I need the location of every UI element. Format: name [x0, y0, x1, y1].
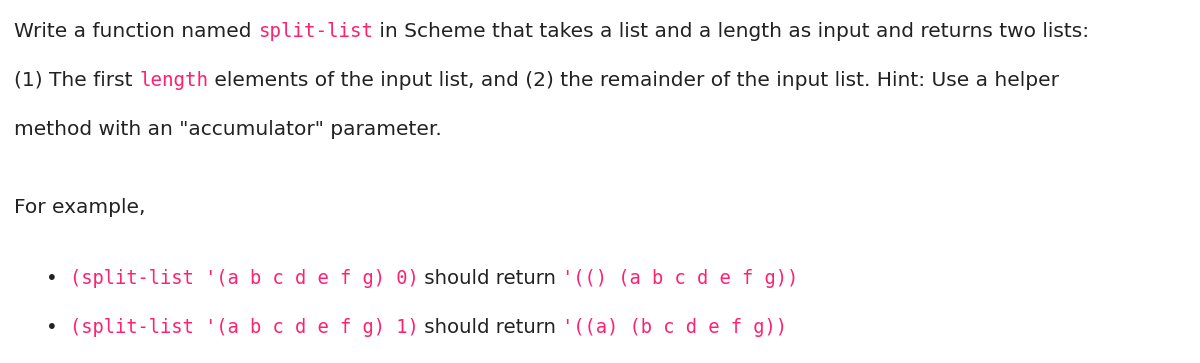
Text: elements of the input list, and (2) the remainder of the input list. Hint: Use a: elements of the input list, and (2) the … — [209, 71, 1060, 90]
Text: method with an "accumulator" parameter.: method with an "accumulator" parameter. — [14, 120, 442, 139]
Text: should return: should return — [419, 318, 563, 337]
Text: For example,: For example, — [14, 198, 146, 217]
Text: Write a function named: Write a function named — [14, 22, 258, 41]
Text: should return: should return — [419, 269, 563, 287]
Text: (1) The first: (1) The first — [14, 71, 139, 90]
Text: split-list: split-list — [258, 22, 373, 41]
Text: '(() (a b c d e f g)): '(() (a b c d e f g)) — [563, 269, 799, 287]
Text: '((a) (b c d e f g)): '((a) (b c d e f g)) — [563, 318, 787, 337]
Text: (split-list '(a b c d e f g) 0): (split-list '(a b c d e f g) 0) — [70, 269, 419, 287]
Text: length: length — [139, 71, 209, 90]
Text: in Scheme that takes a list and a length as input and returns two lists:: in Scheme that takes a list and a length… — [373, 22, 1090, 41]
Text: •: • — [46, 318, 58, 337]
Text: (split-list '(a b c d e f g) 1): (split-list '(a b c d e f g) 1) — [70, 318, 419, 337]
Text: •: • — [46, 269, 58, 287]
